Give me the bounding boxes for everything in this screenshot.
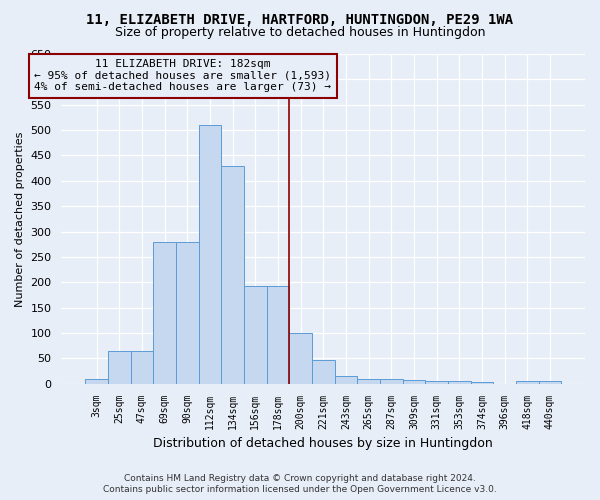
Bar bbox=[153, 242, 176, 384]
Bar bbox=[131, 350, 153, 384]
Text: 11 ELIZABETH DRIVE: 182sqm
← 95% of detached houses are smaller (1,593)
4% of se: 11 ELIZABETH DRIVE: 182sqm ← 95% of deta… bbox=[34, 59, 331, 92]
Bar bbox=[516, 381, 539, 384]
Bar bbox=[539, 381, 561, 384]
Bar bbox=[199, 125, 221, 384]
Bar bbox=[335, 376, 357, 384]
Text: 11, ELIZABETH DRIVE, HARTFORD, HUNTINGDON, PE29 1WA: 11, ELIZABETH DRIVE, HARTFORD, HUNTINGDO… bbox=[86, 12, 514, 26]
Text: Contains HM Land Registry data © Crown copyright and database right 2024.
Contai: Contains HM Land Registry data © Crown c… bbox=[103, 474, 497, 494]
Bar bbox=[403, 380, 425, 384]
Bar bbox=[176, 242, 199, 384]
Bar bbox=[380, 378, 403, 384]
Bar bbox=[470, 382, 493, 384]
Bar bbox=[221, 166, 244, 384]
Bar bbox=[357, 378, 380, 384]
Bar bbox=[312, 360, 335, 384]
Bar bbox=[244, 286, 266, 384]
Bar bbox=[266, 286, 289, 384]
Bar bbox=[448, 381, 470, 384]
Text: Size of property relative to detached houses in Huntingdon: Size of property relative to detached ho… bbox=[115, 26, 485, 39]
Bar bbox=[108, 350, 131, 384]
Bar bbox=[85, 378, 108, 384]
X-axis label: Distribution of detached houses by size in Huntingdon: Distribution of detached houses by size … bbox=[154, 437, 493, 450]
Bar bbox=[289, 333, 312, 384]
Bar bbox=[425, 381, 448, 384]
Y-axis label: Number of detached properties: Number of detached properties bbox=[15, 131, 25, 306]
